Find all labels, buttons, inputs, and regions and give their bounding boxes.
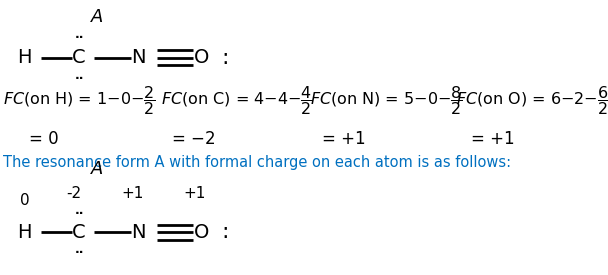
Text: H: H bbox=[17, 223, 32, 242]
Text: N: N bbox=[131, 223, 146, 242]
Text: 0: 0 bbox=[19, 193, 29, 208]
Text: ··: ·· bbox=[74, 207, 84, 220]
Text: $\mathit{FC}$(on C) = 4$-$4$-\dfrac{4}{2}$: $\mathit{FC}$(on C) = 4$-$4$-\dfrac{4}{2… bbox=[161, 84, 313, 117]
Text: O: O bbox=[194, 223, 210, 242]
Text: $\mathit{FC}$(on N) = 5$-$0$-\dfrac{8}{2}$: $\mathit{FC}$(on N) = 5$-$0$-\dfrac{8}{2… bbox=[310, 84, 463, 117]
Text: :: : bbox=[221, 48, 229, 68]
Text: N: N bbox=[131, 48, 146, 67]
Text: = 0: = 0 bbox=[29, 130, 58, 148]
Text: C: C bbox=[72, 48, 86, 67]
Text: C: C bbox=[72, 223, 86, 242]
Text: = +1: = +1 bbox=[322, 130, 365, 148]
Text: $\mathit{FC}$(on H) = 1$-$0$-\dfrac{2}{2}$: $\mathit{FC}$(on H) = 1$-$0$-\dfrac{2}{2… bbox=[3, 84, 156, 117]
Text: = +1: = +1 bbox=[471, 130, 514, 148]
Text: A: A bbox=[91, 8, 103, 26]
Text: A: A bbox=[91, 160, 103, 177]
Text: +1: +1 bbox=[184, 186, 206, 201]
Text: = $-$2: = $-$2 bbox=[171, 130, 215, 148]
Text: ··: ·· bbox=[74, 31, 84, 44]
Text: O: O bbox=[194, 48, 210, 67]
Text: H: H bbox=[17, 48, 32, 67]
Text: $\mathit{FC}$(on O) = 6$-$2$-\dfrac{6}{2}$: $\mathit{FC}$(on O) = 6$-$2$-\dfrac{6}{2… bbox=[456, 84, 608, 117]
Text: ··: ·· bbox=[74, 72, 84, 85]
Text: The resonance form A with formal charge on each atom is as follows:: The resonance form A with formal charge … bbox=[3, 155, 511, 170]
Text: +1: +1 bbox=[122, 186, 143, 201]
Text: ··: ·· bbox=[74, 246, 84, 259]
Text: -2: -2 bbox=[67, 186, 81, 201]
Text: :: : bbox=[221, 222, 229, 242]
